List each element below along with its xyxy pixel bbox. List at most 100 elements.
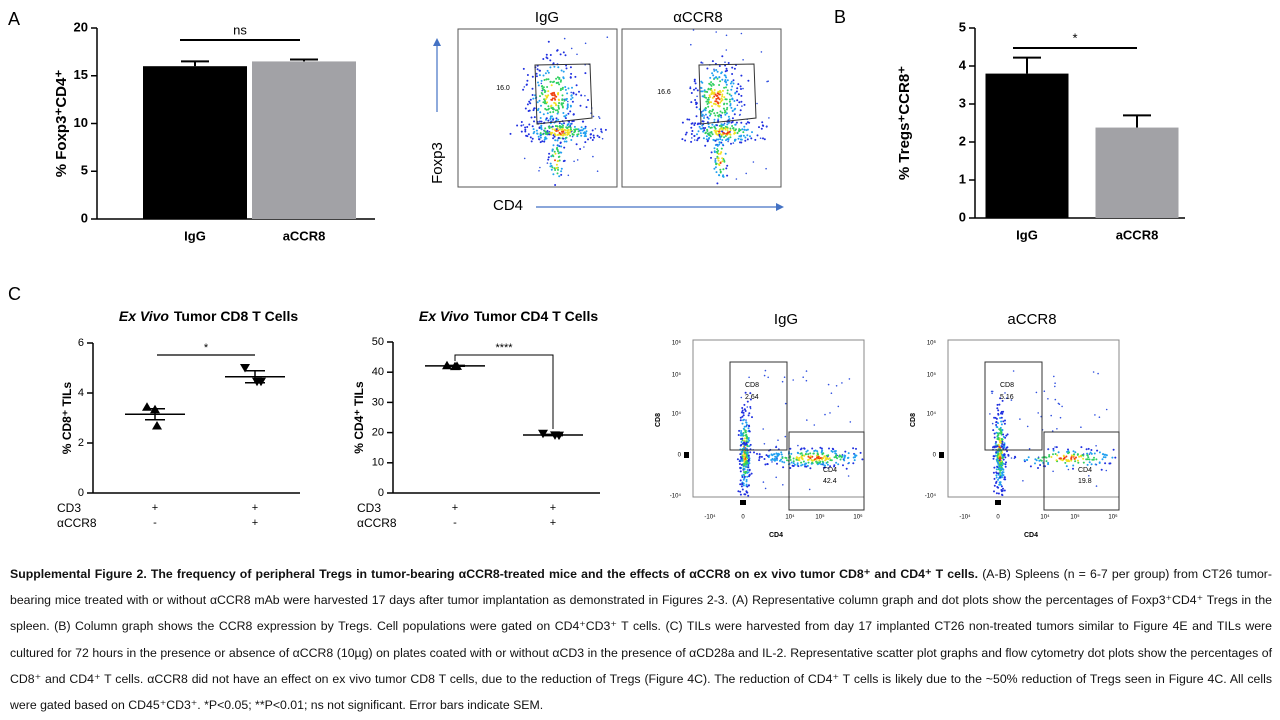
cell-event [569,66,572,69]
cell-event [795,458,798,461]
cell-event [556,76,559,79]
cell-event [792,379,794,381]
bar [252,61,356,219]
x-tick-label: 10⁵ [1070,514,1080,521]
cell-event [547,105,550,108]
cell-event [693,124,696,126]
cell-event [741,483,744,486]
cell-event [813,424,816,426]
cell-event [1002,487,1004,490]
cell-event [721,143,724,146]
cell-event [570,72,573,75]
cell-event [718,164,721,167]
cell-event [721,157,724,160]
cell-event [570,130,573,133]
cell-event [584,135,587,138]
cell-event [1052,447,1055,450]
cell-event [744,443,747,446]
cell-event [540,127,543,130]
cell-event [560,79,562,82]
cell-event [826,463,829,466]
cell-event [537,81,539,84]
cell-event [1104,456,1107,459]
cell-event [806,464,809,467]
cell-event [691,137,693,139]
cell-event [562,124,564,127]
cell-event [711,110,713,113]
cell-event [758,455,761,458]
cell-event [557,152,560,155]
cell-event [590,133,592,136]
cell-event [717,138,720,141]
cell-event [1068,451,1071,454]
cell-event [998,459,1001,462]
gate-value: 16.0 [496,85,510,92]
cell-event [743,446,746,449]
cell-event [727,121,730,124]
cell-event [715,130,718,133]
cell-event [696,123,699,126]
cell-event [553,132,556,135]
cell-event [702,120,705,123]
cell-event [729,136,732,139]
cell-event [729,127,732,130]
cell-event [802,376,804,379]
cell-event [837,405,840,408]
cell-event [996,466,999,468]
cell-event [726,102,728,105]
cell-event [1070,454,1073,457]
cell-event [572,91,575,94]
cell-event [561,86,564,89]
cell-event [768,454,771,457]
gate-value: 5.16 [1000,394,1014,401]
cell-event [1004,465,1007,468]
cell-event [542,101,545,104]
cell-event [596,134,599,137]
condition-value: + [252,517,258,529]
cell-event [1057,451,1060,454]
title-emphasis: Ex Vivo [119,308,170,324]
cell-event [1085,458,1088,461]
axis-notch [684,452,689,458]
cell-event [1074,460,1077,463]
cell-event [566,103,569,106]
cell-event [681,121,684,124]
x-tick-label: -10⁴ [959,514,971,521]
cell-event [1048,454,1051,456]
cell-event [995,441,997,443]
cell-event [743,128,746,131]
cell-event [735,90,738,93]
cell-event [749,407,752,410]
cell-event [539,117,542,119]
data-point [442,360,452,370]
cell-event [570,128,572,131]
cell-event [1067,459,1069,462]
cell-event [555,77,558,80]
cell-event [560,103,563,106]
cell-event [799,448,802,451]
cell-event [748,475,750,478]
cell-event [835,456,838,459]
cell-event [601,137,604,140]
cell-event [591,139,594,141]
cell-event [1095,485,1098,487]
cell-event [1086,452,1089,455]
cell-event [563,99,566,102]
cell-event [732,82,735,85]
cell-event [534,94,536,97]
cell-event [1073,457,1076,460]
cell-event [566,104,569,107]
cell-event [705,100,708,103]
cell-event [733,113,736,116]
cell-event [773,453,776,456]
cell-event [999,474,1002,477]
cell-event [564,88,567,91]
cell-event [561,130,564,133]
cell-event [745,480,748,483]
cell-event [1104,462,1107,465]
data-point [142,402,152,411]
cell-event [830,459,833,462]
cell-event [699,127,702,130]
cell-event [1053,375,1055,378]
cell-event [731,85,734,88]
